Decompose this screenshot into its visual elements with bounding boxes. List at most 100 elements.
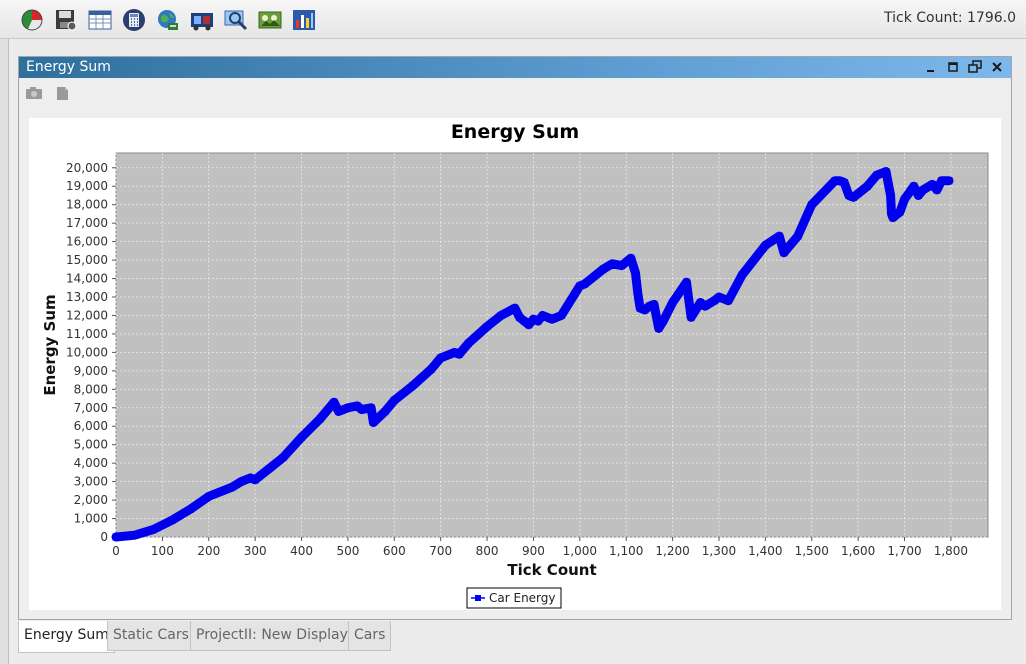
x-tick-label: 400 xyxy=(290,544,313,558)
tab-cars[interactable]: Cars xyxy=(348,621,392,651)
data-point xyxy=(887,191,895,199)
x-tick-label: 900 xyxy=(522,544,545,558)
data-point xyxy=(298,433,306,441)
data-point xyxy=(358,406,366,414)
data-point xyxy=(849,193,857,201)
magnifier-icon[interactable] xyxy=(224,8,248,32)
x-tick-label: 200 xyxy=(197,544,220,558)
data-point xyxy=(451,348,459,356)
data-point xyxy=(715,293,723,301)
data-point xyxy=(945,177,953,185)
data-point xyxy=(237,478,245,486)
table-icon[interactable] xyxy=(88,8,112,32)
data-point xyxy=(889,214,897,222)
y-tick-label: 4,000 xyxy=(74,456,108,470)
data-point xyxy=(529,315,537,323)
calculator-icon[interactable] xyxy=(122,8,146,32)
restore-icon[interactable] xyxy=(967,59,983,75)
tab-project-display[interactable]: ProjectII: New Display xyxy=(190,621,354,651)
globe-icon[interactable] xyxy=(156,8,180,32)
data-point xyxy=(659,317,667,325)
data-point xyxy=(557,311,565,319)
data-point xyxy=(928,180,936,188)
data-point xyxy=(618,262,626,270)
data-point xyxy=(131,531,139,539)
y-axis-ticks: 0 1,000 2,000 3,000 4,000 5,000 6,000 7,000 8,00… xyxy=(66,161,116,544)
close-icon[interactable] xyxy=(989,59,1005,75)
data-point xyxy=(873,171,881,179)
data-point xyxy=(247,474,255,482)
data-point xyxy=(525,321,533,329)
tab-static-cars[interactable]: Static Cars xyxy=(107,621,195,651)
chart-panel: Energy Sum 0 100 200 300 400 500 600 700 800 900 1… xyxy=(29,118,1001,610)
data-point xyxy=(631,269,639,277)
data-point xyxy=(641,306,649,314)
y-tick-label: 14,000 xyxy=(66,272,108,286)
data-point xyxy=(390,396,398,404)
tab-bar: Energy Sum Static Cars ProjectII: New Di… xyxy=(18,621,1008,653)
data-point xyxy=(483,323,491,331)
legend-label: Car Energy xyxy=(489,591,556,605)
data-point xyxy=(888,210,896,218)
data-point xyxy=(910,182,918,190)
x-tick-label: 1,000 xyxy=(563,544,597,558)
data-point xyxy=(186,505,194,513)
film-icon[interactable] xyxy=(190,8,214,32)
data-point xyxy=(437,354,445,362)
x-tick-label: 1,400 xyxy=(748,544,782,558)
data-point xyxy=(539,311,547,319)
image-icon[interactable] xyxy=(258,8,282,32)
tab-energy-sum[interactable]: Energy Sum xyxy=(18,621,115,653)
data-point xyxy=(701,302,709,310)
x-axis-ticks: 0 100 200 300 400 500 600 700 800 900 1,000 1,100 1,… xyxy=(112,537,968,558)
data-point xyxy=(168,516,176,524)
export-icon[interactable] xyxy=(53,85,71,101)
x-tick-label: 1,500 xyxy=(795,544,829,558)
minimize-icon[interactable] xyxy=(923,59,939,75)
data-point xyxy=(381,407,389,415)
y-tick-label: 3,000 xyxy=(74,475,108,489)
data-point xyxy=(548,315,556,323)
y-tick-label: 18,000 xyxy=(66,198,108,212)
data-point xyxy=(409,382,417,390)
data-point xyxy=(882,167,890,175)
bar-chart-icon[interactable] xyxy=(292,8,316,32)
camera-icon[interactable] xyxy=(25,85,43,101)
x-tick-label: 1,600 xyxy=(841,544,875,558)
data-point xyxy=(316,415,324,423)
x-tick-label: 1,300 xyxy=(702,544,736,558)
y-tick-label: 12,000 xyxy=(66,308,108,322)
data-point xyxy=(845,191,853,199)
data-point xyxy=(710,297,718,305)
y-tick-label: 13,000 xyxy=(66,290,108,304)
y-tick-label: 6,000 xyxy=(74,419,108,433)
x-tick-label: 1,200 xyxy=(655,544,689,558)
data-point xyxy=(367,404,375,412)
left-panel-edge xyxy=(0,39,9,664)
data-point xyxy=(808,201,816,209)
data-point xyxy=(831,177,839,185)
data-point xyxy=(794,232,802,240)
energy-sum-chart: Energy Sum 0 100 200 300 400 500 600 700 800 900 1… xyxy=(41,121,989,609)
data-point xyxy=(265,465,273,473)
x-tick-label: 300 xyxy=(244,544,267,558)
data-point xyxy=(914,191,922,199)
data-point xyxy=(369,419,377,427)
data-point xyxy=(228,483,236,491)
legend-box xyxy=(466,587,562,609)
x-tick-label: 800 xyxy=(476,544,499,558)
x-tick-label: 1,800 xyxy=(934,544,968,558)
data-point xyxy=(534,317,542,325)
pie-chart-icon[interactable] xyxy=(20,8,44,32)
y-tick-label: 10,000 xyxy=(66,345,108,359)
save-icon[interactable] xyxy=(54,8,78,32)
maximize-icon[interactable] xyxy=(945,59,961,75)
x-tick-label: 100 xyxy=(151,544,174,558)
data-point xyxy=(863,182,871,190)
data-point xyxy=(627,254,635,262)
data-point xyxy=(840,179,848,187)
data-point xyxy=(696,299,704,307)
data-point xyxy=(669,299,677,307)
window-titlebar[interactable]: Energy Sum xyxy=(19,57,1011,78)
y-axis-label: Energy Sum xyxy=(41,294,59,395)
